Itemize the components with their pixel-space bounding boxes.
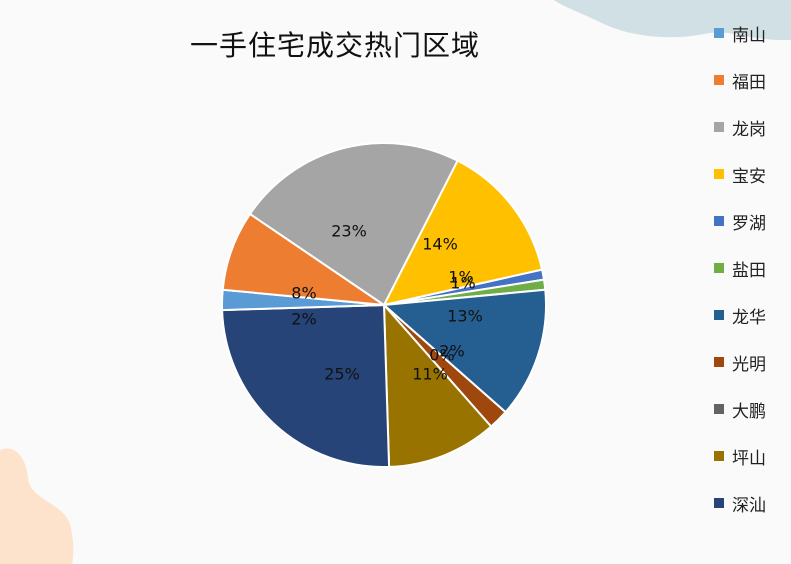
legend-swatch [714, 122, 724, 132]
decorative-blob-bottom [0, 448, 74, 564]
legend-swatch [714, 28, 724, 38]
legend-item: 龙华 [708, 304, 766, 328]
slice-data-label: 11% [412, 365, 448, 384]
legend-item: 宝安 [708, 163, 766, 187]
chart-title: 一手住宅成交热门区域 [189, 29, 480, 62]
legend-item: 南山 [708, 22, 766, 46]
legend-label: 光明 [732, 354, 766, 375]
legend-item: 龙岗 [708, 116, 766, 140]
legend-swatch [714, 451, 724, 461]
legend-swatch [714, 357, 724, 367]
slice-data-label: 1% [450, 274, 475, 293]
legend-item: 大鹏 [708, 398, 766, 422]
legend-label: 龙岗 [732, 119, 766, 140]
legend-label: 盐田 [732, 260, 766, 281]
legend-label: 大鹏 [732, 401, 766, 422]
slice-data-label: 14% [422, 235, 458, 254]
slice-data-label: 25% [324, 365, 360, 384]
legend-item: 福田 [708, 69, 766, 93]
legend-swatch [714, 498, 724, 508]
legend-swatch [714, 404, 724, 414]
pie-slice-11 [248, 142, 459, 307]
slice-data-label: 0% [429, 346, 454, 365]
pie-slice-7 [382, 302, 493, 468]
slice-data-label: 1% [448, 268, 473, 287]
slice-data-label: 2% [439, 342, 464, 361]
legend-item: 光明 [708, 351, 766, 375]
legend-swatch [714, 169, 724, 179]
legend-item: 盐田 [708, 257, 766, 281]
legend-label: 罗湖 [732, 213, 766, 234]
legend-swatch [714, 263, 724, 273]
decorative-blob-top [554, 0, 791, 40]
legend-swatch [714, 216, 724, 226]
legend-label: 南山 [732, 25, 766, 46]
slice-data-label: 13% [447, 307, 483, 326]
slice-data-label: 8% [291, 284, 316, 303]
legend-swatch [714, 75, 724, 85]
legend-label: 福田 [732, 72, 766, 93]
legend-item: 坪山 [708, 445, 766, 469]
legend-label: 深汕 [732, 495, 766, 516]
legend-label: 宝安 [732, 166, 766, 187]
legend-label: 龙华 [732, 307, 766, 328]
legend-item: 罗湖 [708, 210, 766, 234]
legend-swatch [714, 310, 724, 320]
legend-label: 坪山 [732, 448, 766, 469]
slice-data-label: 2% [291, 310, 316, 329]
slice-data-label: 23% [331, 222, 367, 241]
legend-item: 深汕 [708, 492, 766, 516]
pie-slice-1 [382, 159, 544, 307]
pie-slice-8 [221, 303, 391, 468]
pie-slice-4 [381, 288, 547, 414]
